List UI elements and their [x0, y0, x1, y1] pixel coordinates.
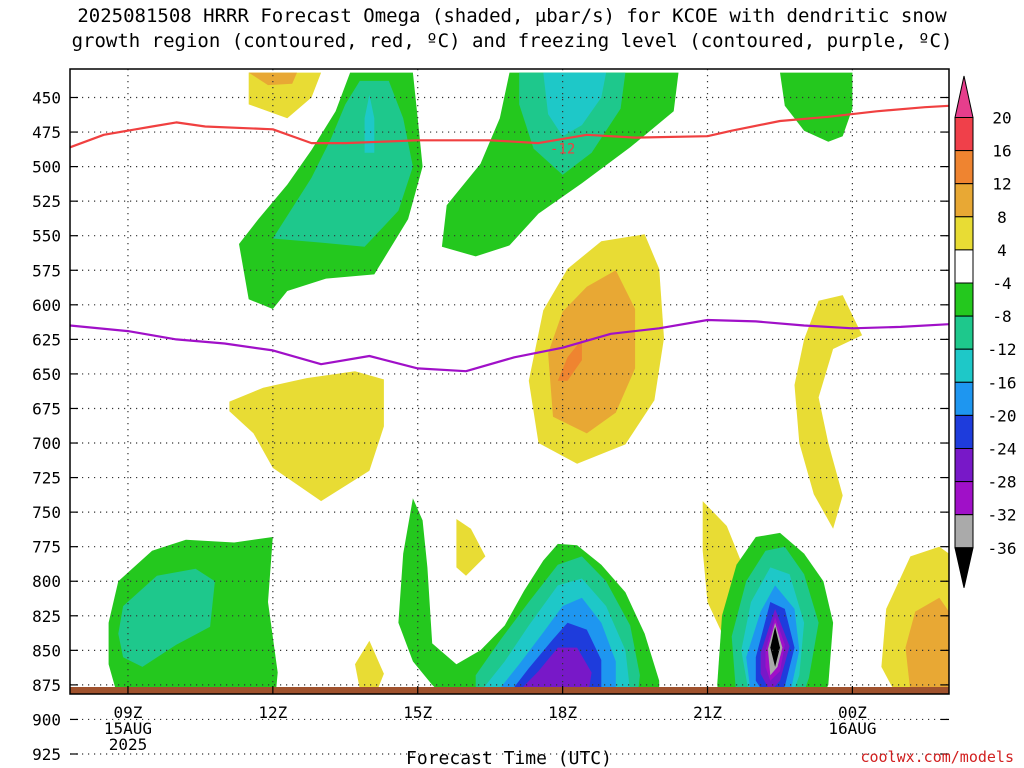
colorbar-swatch — [954, 150, 974, 185]
colorbar-label: 8 — [997, 208, 1007, 227]
x-tick-label: 21Z — [693, 703, 722, 722]
chart-title-line-1: 2025081508 HRRR Forecast Omega (shaded, … — [77, 5, 947, 27]
omega-region-15 — [456, 519, 486, 576]
omega-region-11 — [557, 339, 582, 381]
colorbar-swatch — [954, 216, 974, 251]
colorbar-swatch — [954, 249, 974, 284]
x-tick-label: 00Z — [838, 703, 867, 722]
y-tick-label: 675 — [32, 399, 61, 418]
y-tick-label: 525 — [32, 192, 61, 211]
omega-region-26 — [516, 647, 592, 694]
x-tick-label: 15AUG — [104, 719, 152, 738]
colorbar-label: -4 — [992, 274, 1011, 293]
colorbar-swatch — [954, 183, 974, 218]
omega-region-13 — [794, 295, 863, 529]
y-tick-label: 800 — [32, 572, 61, 591]
y-tick-label: 475 — [32, 123, 61, 142]
colorbar: 20 16 12 8 4 -4 -8 -12 -16 -20 -24 -28 -32 -36 — [954, 75, 1017, 588]
x-axis-label: Forecast Time (UTC) — [406, 748, 612, 768]
terrain-band — [70, 687, 949, 694]
colorbar-swatch — [954, 448, 974, 483]
colorbar-swatch — [954, 348, 974, 383]
chart-title: 2025081508 HRRR Forecast Omega (shaded, … — [0, 4, 1024, 54]
plot-frame — [69, 68, 950, 695]
y-tick-label: 650 — [32, 365, 61, 384]
omega-region-35 — [770, 626, 780, 667]
colorbar-label: 12 — [992, 175, 1011, 194]
colorbar-label: -8 — [992, 307, 1011, 326]
y-axis-ticks: 450 475 500 525 550 575 600 625 650 675 700 725 750 7… — [32, 89, 949, 764]
x-tick-label: 18Z — [548, 703, 577, 722]
colorbar-swatch — [954, 315, 974, 350]
colorbar-swatch — [954, 481, 974, 516]
colorbar-swatch — [954, 381, 974, 416]
colorbar-label: 4 — [997, 241, 1007, 260]
colorbar-label: -16 — [988, 373, 1017, 392]
colorbar-arrow-bottom — [954, 547, 974, 588]
y-tick-label: 550 — [32, 227, 61, 246]
omega-region-20 — [118, 568, 215, 667]
y-tick-label: 900 — [32, 710, 61, 729]
colorbar-label: -24 — [988, 440, 1017, 459]
freezing-level-line — [70, 318, 949, 373]
colorbar-swatch — [954, 282, 974, 317]
y-tick-label: 825 — [32, 607, 61, 626]
y-tick-label: 725 — [32, 469, 61, 488]
x-tick-label: 2025 — [109, 735, 148, 754]
omega-region-12 — [229, 371, 384, 502]
y-tick-label: 575 — [32, 261, 61, 280]
colorbar-label: 20 — [992, 109, 1011, 128]
y-tick-label: 600 — [32, 296, 61, 315]
credit-link[interactable]: coolwx.com/models — [860, 748, 1014, 766]
colorbar-arrow-top — [954, 75, 974, 118]
x-tick-label: 15Z — [403, 703, 432, 722]
x-tick-label: 12Z — [258, 703, 287, 722]
y-tick-label: 875 — [32, 676, 61, 695]
colorbar-label: 16 — [992, 142, 1011, 161]
omega-region-1 — [248, 72, 297, 86]
colorbar-label: -36 — [988, 539, 1017, 558]
y-tick-label: 925 — [32, 745, 61, 764]
x-tick-label: 16AUG — [828, 719, 876, 738]
omega-region-4 — [364, 94, 375, 153]
y-tick-label: 500 — [32, 158, 61, 177]
contour-label: -12 — [550, 142, 575, 158]
dendritic-growth-line — [70, 104, 949, 149]
y-tick-label: 775 — [32, 538, 61, 557]
terrain-ground — [70, 687, 949, 694]
colorbar-swatch — [954, 117, 974, 152]
x-tick-label: 09Z — [114, 703, 143, 722]
contour-lines: -12 — [70, 104, 949, 373]
colorbar-swatch — [954, 514, 974, 549]
colorbar-label: -20 — [988, 406, 1017, 425]
omega-region-16 — [355, 640, 384, 694]
y-tick-label: 750 — [32, 503, 61, 522]
grid-lines — [70, 69, 949, 755]
y-tick-label: 850 — [32, 641, 61, 660]
y-tick-label: 450 — [32, 89, 61, 108]
y-tick-label: 700 — [32, 434, 61, 453]
colorbar-label: -32 — [988, 506, 1017, 525]
colorbar-swatch — [954, 414, 974, 449]
colorbar-label: -12 — [988, 340, 1017, 359]
omega-shaded-regions — [108, 72, 949, 694]
plot-border — [69, 68, 950, 695]
omega-region-7 — [543, 72, 607, 137]
omega-region-8 — [780, 72, 853, 142]
chart-title-line-2: growth region (contoured, red, ºC) and f… — [71, 30, 953, 52]
y-tick-label: 625 — [32, 330, 61, 349]
colorbar-label: -28 — [988, 473, 1017, 492]
omega-region-18 — [905, 597, 949, 694]
omega-region-3 — [272, 80, 413, 247]
omega-region-10 — [548, 270, 636, 434]
